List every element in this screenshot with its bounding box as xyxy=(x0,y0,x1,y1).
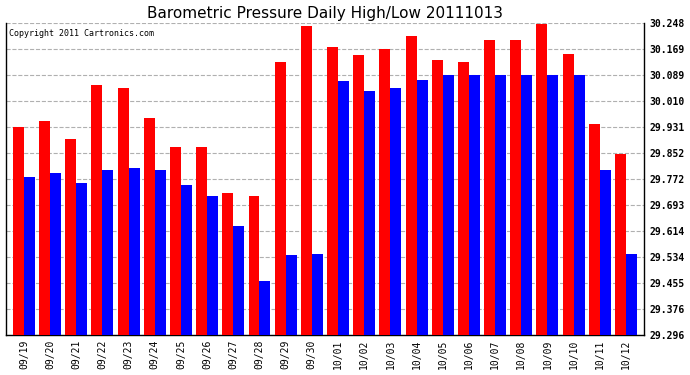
Bar xyxy=(521,75,532,335)
Bar xyxy=(144,117,155,335)
Bar xyxy=(301,26,312,335)
Bar xyxy=(484,40,495,335)
Bar xyxy=(117,88,128,335)
Bar xyxy=(275,62,286,335)
Bar xyxy=(417,80,428,335)
Bar xyxy=(248,196,259,335)
Bar xyxy=(432,60,443,335)
Bar xyxy=(443,75,454,335)
Bar xyxy=(406,36,417,335)
Bar xyxy=(312,254,323,335)
Bar xyxy=(39,121,50,335)
Bar xyxy=(573,75,584,335)
Text: Copyright 2011 Cartronics.com: Copyright 2011 Cartronics.com xyxy=(9,29,154,38)
Bar xyxy=(233,226,244,335)
Bar xyxy=(91,85,102,335)
Bar xyxy=(511,40,521,335)
Bar xyxy=(469,75,480,335)
Bar xyxy=(562,54,573,335)
Bar xyxy=(13,128,24,335)
Bar xyxy=(353,55,364,335)
Bar xyxy=(196,147,207,335)
Bar xyxy=(589,124,600,335)
Bar xyxy=(536,24,547,335)
Bar xyxy=(391,88,402,335)
Bar xyxy=(66,139,76,335)
Bar xyxy=(495,75,506,335)
Bar xyxy=(24,177,35,335)
Bar xyxy=(76,183,87,335)
Title: Barometric Pressure Daily High/Low 20111013: Barometric Pressure Daily High/Low 20111… xyxy=(147,6,503,21)
Bar xyxy=(458,62,469,335)
Bar xyxy=(181,185,192,335)
Bar xyxy=(327,47,338,335)
Bar xyxy=(600,170,611,335)
Bar xyxy=(364,91,375,335)
Bar xyxy=(626,254,637,335)
Bar xyxy=(207,196,218,335)
Bar xyxy=(380,49,391,335)
Bar xyxy=(259,282,270,335)
Bar xyxy=(222,193,233,335)
Bar xyxy=(155,170,166,335)
Bar xyxy=(615,154,626,335)
Bar xyxy=(128,168,139,335)
Bar xyxy=(547,75,558,335)
Bar xyxy=(170,147,181,335)
Bar xyxy=(338,81,349,335)
Bar xyxy=(286,255,297,335)
Bar xyxy=(50,173,61,335)
Bar xyxy=(102,170,113,335)
